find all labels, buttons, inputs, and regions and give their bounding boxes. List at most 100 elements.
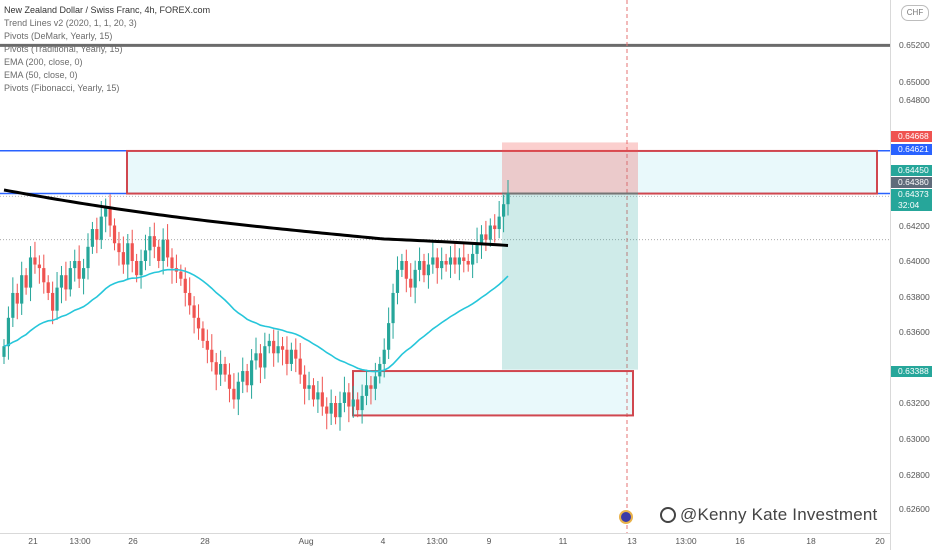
candle: [24, 275, 28, 288]
candle: [68, 268, 72, 290]
candle: [364, 385, 369, 396]
price-chart[interactable]: [0, 0, 890, 533]
candle: [90, 229, 95, 247]
indicator-pivots-demark[interactable]: Pivots (DeMark, Yearly, 15): [4, 31, 113, 41]
candle: [382, 349, 386, 364]
candle: [440, 261, 444, 269]
candle: [276, 346, 280, 354]
candle: [210, 349, 214, 363]
candle: [395, 269, 400, 293]
price-tick: 0.64800: [899, 95, 930, 105]
candle: [73, 261, 77, 269]
economic-event-icon[interactable]: [619, 510, 633, 524]
time-label: 21: [28, 536, 38, 546]
candle: [280, 346, 285, 350]
demand-zone: [352, 370, 634, 417]
chart-area[interactable]: New Zealand Dollar / Swiss Franc, 4h, FO…: [0, 0, 890, 533]
candle: [219, 363, 223, 375]
candle: [33, 257, 37, 265]
indicator-ema-50[interactable]: EMA (50, close, 0): [4, 70, 78, 80]
candle: [422, 261, 426, 276]
indicator-trend-lines[interactable]: Trend Lines v2 (2020, 1, 1, 20, 3): [4, 18, 137, 28]
candle: [201, 328, 205, 341]
candle: [409, 278, 413, 288]
price-axis[interactable]: CHF 0.65200 0.65000 0.64800 0.64200 0.64…: [890, 0, 932, 550]
candle: [205, 340, 209, 350]
indicator-ema-200[interactable]: EMA (200, close, 0): [4, 57, 83, 67]
time-label: 13:00: [426, 536, 448, 546]
symbol-title[interactable]: New Zealand Dollar / Swiss Franc, 4h, FO…: [4, 5, 211, 15]
time-label: 20: [875, 536, 885, 546]
candle: [316, 392, 320, 400]
time-label: 28: [200, 536, 210, 546]
price-tick: 0.64000: [899, 256, 930, 266]
candle: [325, 406, 329, 414]
indicator-pivots-traditional[interactable]: Pivots (Traditional, Yearly, 15): [4, 44, 123, 54]
ema-50-line: [3, 268, 509, 373]
candle: [135, 261, 139, 276]
candle: [413, 269, 417, 288]
candle: [152, 236, 156, 247]
candle: [417, 261, 422, 270]
candle: [28, 257, 33, 288]
candle: [462, 257, 466, 261]
candle: [484, 234, 488, 240]
stop-loss-price-label: 0.64668: [891, 131, 932, 142]
candle: [117, 243, 121, 253]
price-tick: 0.64200: [899, 221, 930, 231]
indicator-pivots-fibonacci[interactable]: Pivots (Fibonacci, Yearly, 15): [4, 83, 120, 93]
candle: [196, 317, 201, 329]
candle: [267, 340, 271, 347]
candle: [342, 392, 347, 403]
candle: [333, 403, 338, 418]
candle: [351, 399, 355, 407]
ema-200-line: [3, 188, 509, 247]
candle: [55, 287, 59, 311]
time-label: 18: [806, 536, 816, 546]
candle: [170, 257, 174, 269]
candle: [241, 371, 245, 382]
candle: [104, 207, 108, 217]
candle: [227, 374, 232, 389]
candle: [126, 243, 130, 265]
candle: [192, 305, 196, 318]
candle: [338, 403, 342, 418]
time-label: 13:00: [675, 536, 697, 546]
candle: [303, 374, 307, 389]
currency-badge[interactable]: CHF: [901, 5, 929, 21]
candle: [378, 363, 382, 377]
candle: [369, 385, 373, 389]
candle: [497, 216, 501, 230]
price-tick: 0.63800: [899, 292, 930, 302]
candle: [112, 225, 117, 244]
candle: [254, 353, 258, 361]
candle: [59, 275, 64, 288]
candle: [121, 252, 125, 265]
candle: [453, 257, 457, 265]
candle: [448, 257, 453, 265]
candle: [99, 216, 103, 240]
time-axis[interactable]: 21 13:00 26 28 Aug 4 13:00 9 11 13 13:00…: [0, 533, 890, 550]
candle: [64, 275, 68, 290]
time-label: Aug: [298, 536, 314, 546]
candle: [139, 261, 143, 276]
position-target-area: [502, 193, 638, 370]
candle: [466, 261, 470, 265]
candle: [232, 388, 236, 400]
author-logo-icon: [660, 507, 676, 523]
watermark: @Kenny Kate Investment: [660, 505, 877, 525]
entry-price-label: 0.64380: [891, 177, 932, 188]
candle: [15, 292, 19, 304]
candle: [435, 257, 439, 269]
candle: [157, 246, 161, 261]
candle: [444, 261, 448, 265]
candle: [493, 225, 497, 230]
chart-legend: New Zealand Dollar / Swiss Franc, 4h, FO…: [4, 4, 210, 95]
candle: [46, 282, 50, 293]
price-tick: 0.63200: [899, 398, 930, 408]
candle: [20, 275, 24, 304]
time-label: 26: [128, 536, 138, 546]
supply-zone: [126, 149, 878, 195]
resistance-price-label: 0.64621: [891, 144, 932, 155]
candle: [6, 317, 11, 347]
